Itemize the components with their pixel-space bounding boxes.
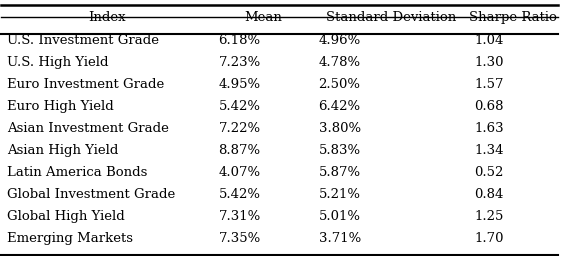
Text: Euro Investment Grade: Euro Investment Grade bbox=[7, 78, 164, 91]
Text: 5.42%: 5.42% bbox=[219, 188, 260, 201]
Text: Asian High Yield: Asian High Yield bbox=[7, 144, 118, 157]
Text: Sharpe Ratio: Sharpe Ratio bbox=[469, 11, 557, 24]
Text: Mean: Mean bbox=[244, 11, 282, 24]
Text: 1.25: 1.25 bbox=[474, 210, 504, 223]
Text: 7.22%: 7.22% bbox=[219, 122, 261, 135]
Text: 0.68: 0.68 bbox=[474, 100, 504, 113]
Text: Emerging Markets: Emerging Markets bbox=[7, 232, 133, 245]
Text: 1.34: 1.34 bbox=[474, 144, 504, 157]
Text: 0.52: 0.52 bbox=[474, 166, 504, 179]
Text: 6.42%: 6.42% bbox=[319, 100, 361, 113]
Text: 2.50%: 2.50% bbox=[319, 78, 361, 91]
Text: Index: Index bbox=[88, 11, 126, 24]
Text: 5.21%: 5.21% bbox=[319, 188, 361, 201]
Text: 7.35%: 7.35% bbox=[219, 232, 261, 245]
Text: 3.80%: 3.80% bbox=[319, 122, 361, 135]
Text: 5.87%: 5.87% bbox=[319, 166, 361, 179]
Text: U.S. High Yield: U.S. High Yield bbox=[7, 56, 108, 69]
Text: Global High Yield: Global High Yield bbox=[7, 210, 125, 223]
Text: 1.63: 1.63 bbox=[474, 122, 504, 135]
Text: 1.57: 1.57 bbox=[474, 78, 504, 91]
Text: 4.95%: 4.95% bbox=[219, 78, 261, 91]
Text: Euro High Yield: Euro High Yield bbox=[7, 100, 114, 113]
Text: 4.96%: 4.96% bbox=[319, 34, 361, 47]
Text: Global Investment Grade: Global Investment Grade bbox=[7, 188, 175, 201]
Text: 4.78%: 4.78% bbox=[319, 56, 361, 69]
Text: 1.04: 1.04 bbox=[474, 34, 504, 47]
Text: 6.18%: 6.18% bbox=[219, 34, 261, 47]
Text: 5.01%: 5.01% bbox=[319, 210, 361, 223]
Text: Standard Deviation: Standard Deviation bbox=[326, 11, 456, 24]
Text: U.S. Investment Grade: U.S. Investment Grade bbox=[7, 34, 159, 47]
Text: 3.71%: 3.71% bbox=[319, 232, 361, 245]
Text: 7.23%: 7.23% bbox=[219, 56, 261, 69]
Text: 4.07%: 4.07% bbox=[219, 166, 261, 179]
Text: 0.84: 0.84 bbox=[474, 188, 504, 201]
Text: 1.30: 1.30 bbox=[474, 56, 504, 69]
Text: 5.83%: 5.83% bbox=[319, 144, 361, 157]
Text: 1.70: 1.70 bbox=[474, 232, 504, 245]
Text: Latin America Bonds: Latin America Bonds bbox=[7, 166, 147, 179]
Text: 7.31%: 7.31% bbox=[219, 210, 261, 223]
Text: 8.87%: 8.87% bbox=[219, 144, 261, 157]
Text: Asian Investment Grade: Asian Investment Grade bbox=[7, 122, 169, 135]
Text: 5.42%: 5.42% bbox=[219, 100, 260, 113]
